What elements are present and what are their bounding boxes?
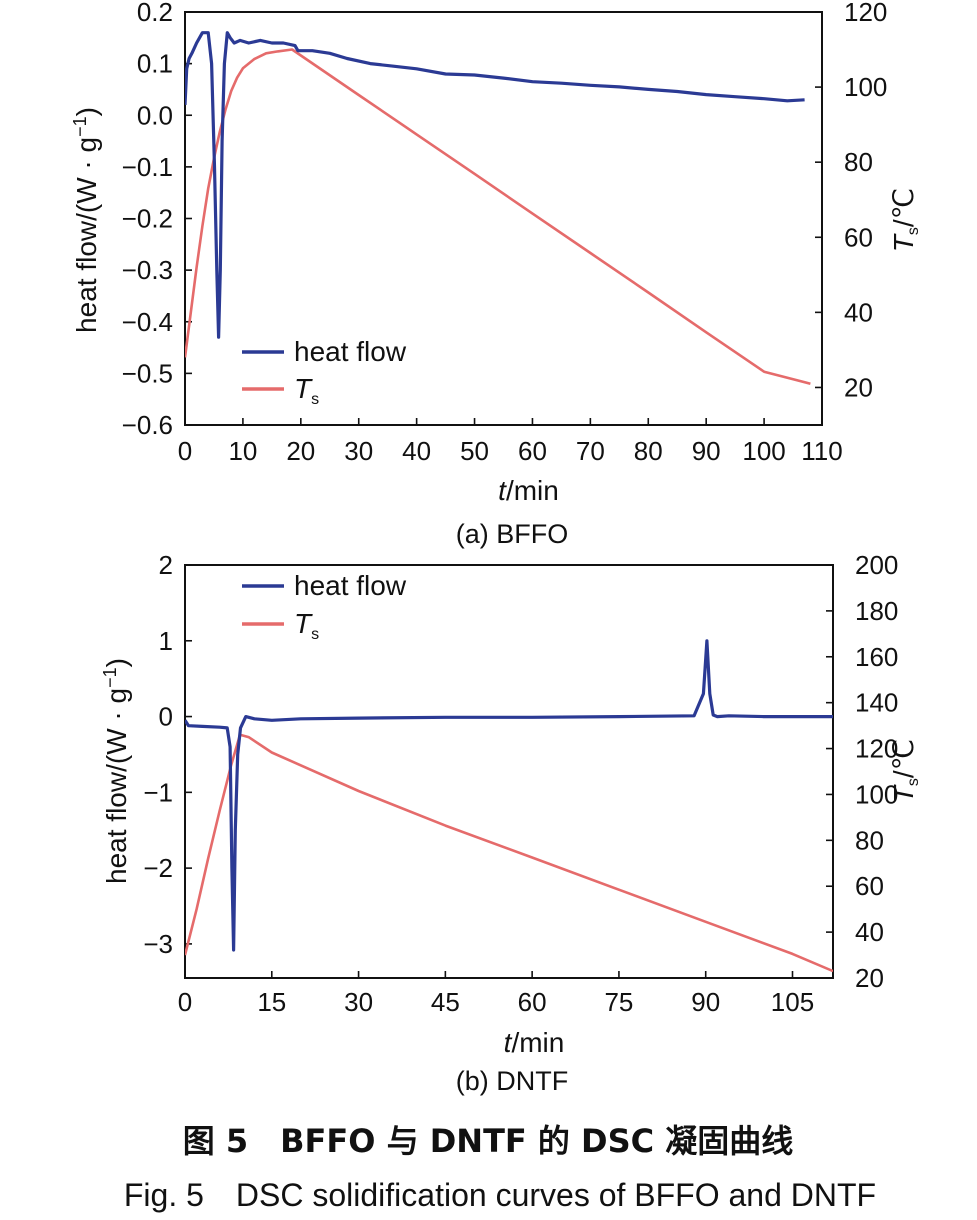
x-tick-label: 60 bbox=[518, 987, 547, 1017]
legend-label: heat flow bbox=[294, 336, 407, 367]
series-ts-line bbox=[185, 48, 811, 385]
x-tick-label: 0 bbox=[178, 987, 192, 1017]
chart-dntf: 0 15 30 45 60 75 90 105 2 1 0 −1 −2 −3 200 180 160 140 120… bbox=[100, 550, 922, 1058]
x-tick-label: 50 bbox=[460, 436, 489, 466]
y-right-tick-label: 80 bbox=[844, 147, 873, 177]
legend-label: Ts bbox=[294, 608, 319, 643]
x-tick-label: 110 bbox=[801, 436, 842, 466]
x-tick-label: 105 bbox=[771, 987, 814, 1017]
y-right-tick-label: 180 bbox=[855, 596, 898, 626]
chart-bffo: 0 10 20 30 40 50 60 70 80 90 100 110 0.2 0.1 0.0 −0.1 −0… bbox=[70, 0, 922, 506]
y-right-tick-label: 40 bbox=[844, 297, 873, 327]
y-left-tick-label: 1 bbox=[159, 626, 173, 656]
y-left-tick-label: −0.3 bbox=[122, 255, 173, 285]
x-axis-title: t/min bbox=[498, 475, 559, 506]
y-left-tick-label: 0.0 bbox=[137, 100, 173, 130]
y-right-tick-label: 80 bbox=[855, 825, 884, 855]
x-tick-label: 80 bbox=[634, 436, 663, 466]
y-right-axis-variable: T bbox=[888, 784, 919, 803]
figure-caption-english: Fig. 5 DSC solidification curves of BFFO… bbox=[124, 1177, 876, 1213]
y-right-axis-sub: s bbox=[905, 227, 922, 235]
x-tick-label: 0 bbox=[178, 436, 192, 466]
x-axis-unit: /min bbox=[506, 475, 559, 506]
x-axis-variable: t bbox=[498, 475, 507, 506]
legend-label: heat flow bbox=[294, 570, 407, 601]
figure-caption-chinese: 图 5 BFFO 与 DNTF 的 DSC 凝固曲线 bbox=[183, 1122, 794, 1160]
y-left-tick-label: −1 bbox=[143, 777, 173, 807]
x-tick-label: 15 bbox=[257, 987, 286, 1017]
y-left-axis-title: heat flow/(W · g−1) bbox=[70, 107, 102, 333]
series-ts-line bbox=[185, 733, 833, 973]
x-axis-unit: /min bbox=[511, 1027, 564, 1058]
legend-label: Ts bbox=[294, 373, 319, 408]
y-right-axis-unit: /℃ bbox=[888, 739, 919, 778]
y-left-tick-label: −0.1 bbox=[122, 152, 173, 182]
y-left-axis-title-main: heat flow/(W · g bbox=[101, 688, 132, 884]
y-left-tick-label: 2 bbox=[159, 550, 173, 580]
y-right-axis-title: Ts/℃ bbox=[888, 739, 922, 803]
y-right-axis-title: Ts/℃ bbox=[888, 188, 922, 252]
plot-frame bbox=[184, 564, 834, 979]
y-left-tick-label: 0 bbox=[159, 702, 173, 732]
x-tick-label: 70 bbox=[576, 436, 605, 466]
legend-label-sub: s bbox=[311, 391, 319, 408]
y-right-tick-label: 160 bbox=[855, 642, 898, 672]
x-tick-label: 90 bbox=[692, 436, 721, 466]
y-right-tick-label: 60 bbox=[855, 871, 884, 901]
series-heat-flow-line bbox=[185, 639, 833, 952]
y-right-tick-label: 200 bbox=[855, 550, 898, 580]
y-left-axis-title-close: ) bbox=[71, 107, 102, 116]
x-axis-variable: t bbox=[504, 1027, 513, 1058]
x-tick-label: 90 bbox=[691, 987, 720, 1017]
y-left-axis-title-sup: −1 bbox=[70, 116, 90, 137]
subcaption-a: (a) BFFO bbox=[456, 519, 569, 549]
y-right-tick-label: 100 bbox=[844, 72, 887, 102]
x-tick-label: 10 bbox=[228, 436, 257, 466]
y-left-tick-label: −0.6 bbox=[122, 410, 173, 440]
series-heat-flow-line bbox=[185, 31, 805, 339]
subcaption-b: (b) DNTF bbox=[456, 1066, 568, 1096]
y-left-tick-label: −3 bbox=[143, 929, 173, 959]
y-right-tick-label: 60 bbox=[844, 222, 873, 252]
x-tick-label: 45 bbox=[431, 987, 460, 1017]
y-left-axis-title-main: heat flow/(W · g bbox=[71, 137, 102, 333]
legend-label-var: T bbox=[294, 373, 313, 404]
y-left-tick-label: 0.2 bbox=[137, 0, 173, 27]
y-left-tick-label: −0.5 bbox=[122, 358, 173, 388]
x-tick-label: 100 bbox=[742, 436, 785, 466]
y-right-tick-label: 20 bbox=[844, 372, 873, 402]
x-tick-label: 60 bbox=[518, 436, 547, 466]
legend-label-sub: s bbox=[311, 626, 319, 643]
x-tick-label: 30 bbox=[344, 436, 373, 466]
x-axis-title: t/min bbox=[504, 1027, 565, 1058]
plot-frame bbox=[184, 11, 823, 426]
y-right-tick-label: 120 bbox=[844, 0, 887, 27]
y-left-tick-label: 0.1 bbox=[137, 49, 173, 79]
y-left-tick-label: −0.2 bbox=[122, 204, 173, 234]
x-tick-label: 30 bbox=[344, 987, 373, 1017]
y-right-axis-unit: /℃ bbox=[888, 188, 919, 227]
y-left-axis-title: heat flow/(W · g−1) bbox=[100, 658, 132, 884]
y-right-tick-label: 40 bbox=[855, 917, 884, 947]
x-tick-label: 40 bbox=[402, 436, 431, 466]
y-right-tick-label: 120 bbox=[855, 734, 898, 764]
y-right-axis-sub: s bbox=[905, 778, 922, 786]
y-left-tick-label: −0.4 bbox=[122, 307, 173, 337]
y-right-axis-variable: T bbox=[888, 233, 919, 252]
y-right-tick-label: 20 bbox=[855, 963, 884, 993]
y-right-tick-label: 140 bbox=[855, 688, 898, 718]
legend-label-var: T bbox=[294, 608, 313, 639]
x-tick-label: 75 bbox=[604, 987, 633, 1017]
y-left-axis-title-sup: −1 bbox=[100, 667, 120, 688]
y-right-tick-label: 100 bbox=[855, 779, 898, 809]
y-left-axis-title-close: ) bbox=[101, 658, 132, 667]
y-left-tick-label: −2 bbox=[143, 853, 173, 883]
x-tick-label: 20 bbox=[286, 436, 315, 466]
